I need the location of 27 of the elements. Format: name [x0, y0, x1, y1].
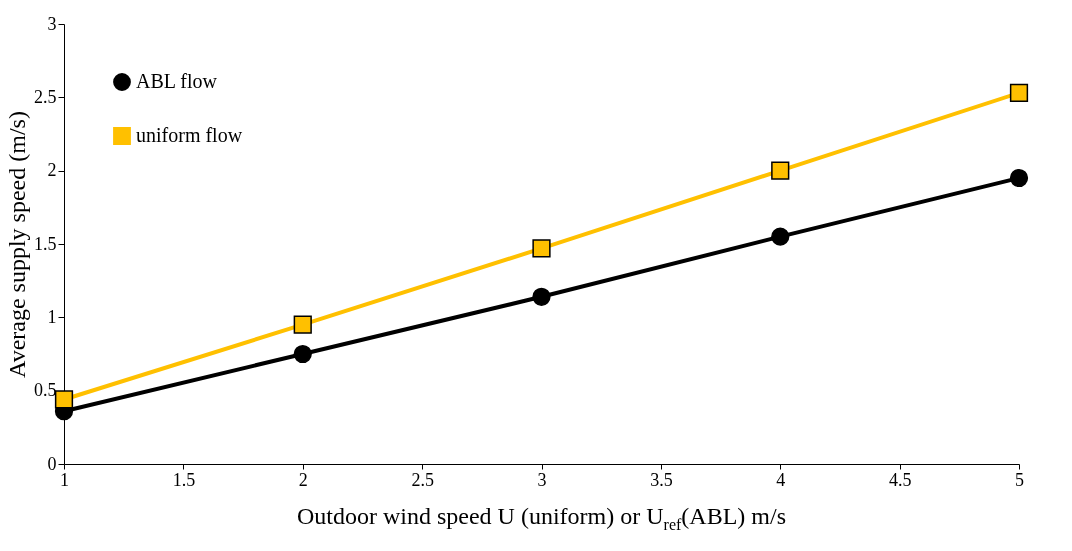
x-tick-label: 5 [1015, 469, 1024, 490]
y-tick-label: 3 [47, 13, 57, 34]
point [54, 390, 74, 409]
legend-label: ABL flow [136, 70, 218, 92]
y-tick-label: 0 [47, 453, 57, 474]
y-tick-label: 2 [47, 160, 57, 181]
point [771, 227, 790, 246]
point [1009, 168, 1029, 188]
point [532, 287, 551, 306]
x-tick-label: 1.5 [172, 469, 196, 490]
x-tick-label: 3.5 [650, 469, 673, 490]
y-axis-title: Average supply speed (m/s) [4, 111, 30, 378]
y-tick-label: 0.5 [34, 380, 57, 401]
point [293, 315, 312, 334]
legend-label: uniform flow [136, 124, 243, 146]
x-tick-label: 2.5 [411, 469, 434, 490]
y-tick-label: 1 [47, 306, 57, 327]
x-tick-label: 2 [298, 469, 308, 490]
point [532, 239, 551, 258]
point [771, 161, 790, 180]
point [293, 344, 312, 364]
x-tick-label: 4.5 [888, 469, 912, 490]
point [1009, 83, 1029, 103]
x-tick-label: 3 [537, 469, 547, 490]
y-tick-label: 1.5 [34, 233, 57, 254]
y-tick-label: 2.5 [34, 86, 57, 107]
x-tick-label: 4 [776, 469, 786, 490]
